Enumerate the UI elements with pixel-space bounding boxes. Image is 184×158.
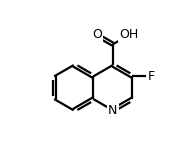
Text: F: F — [147, 70, 155, 83]
Text: OH: OH — [119, 28, 139, 42]
Text: N: N — [108, 104, 118, 117]
Text: O: O — [92, 28, 102, 42]
